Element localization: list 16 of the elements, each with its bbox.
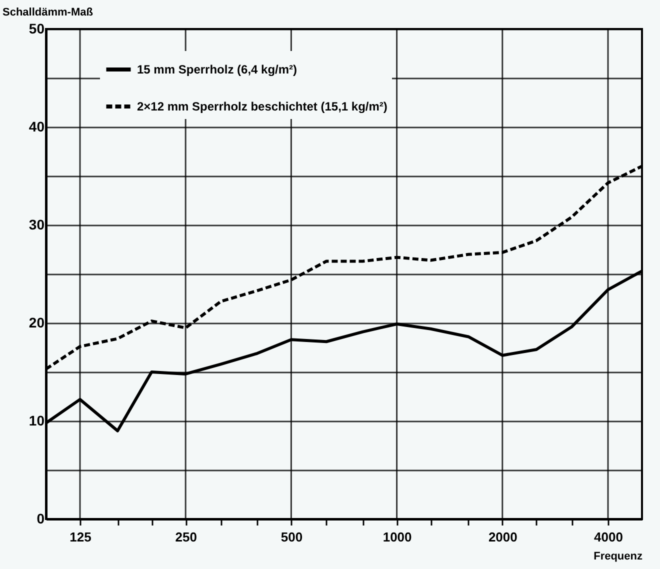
y-tick-label: 50	[28, 20, 45, 36]
y-axis-title: Schalldämm-Maß	[2, 6, 94, 18]
x-tick-label: 125	[70, 530, 92, 544]
y-tick-label: 30	[28, 216, 45, 232]
x-tick-label: 4000	[594, 530, 623, 544]
x-tick-label: 250	[175, 530, 197, 544]
x-tick-label: 500	[280, 530, 303, 544]
x-tick-label: 1000	[382, 530, 412, 544]
y-tick-label: 10	[28, 412, 45, 428]
x-axis-title: Frequenz	[594, 550, 643, 562]
legend-label: 15 mm Sperrholz (6,4 kg/m²)	[137, 62, 298, 76]
x-tick-label: 2000	[488, 530, 518, 544]
y-tick-label: 40	[28, 118, 45, 134]
legend-label: 2×12 mm Sperrholz beschichtet (15,1 kg/m²)	[137, 100, 388, 114]
y-tick-label: 20	[28, 314, 45, 330]
y-tick-label: 0	[36, 510, 45, 526]
